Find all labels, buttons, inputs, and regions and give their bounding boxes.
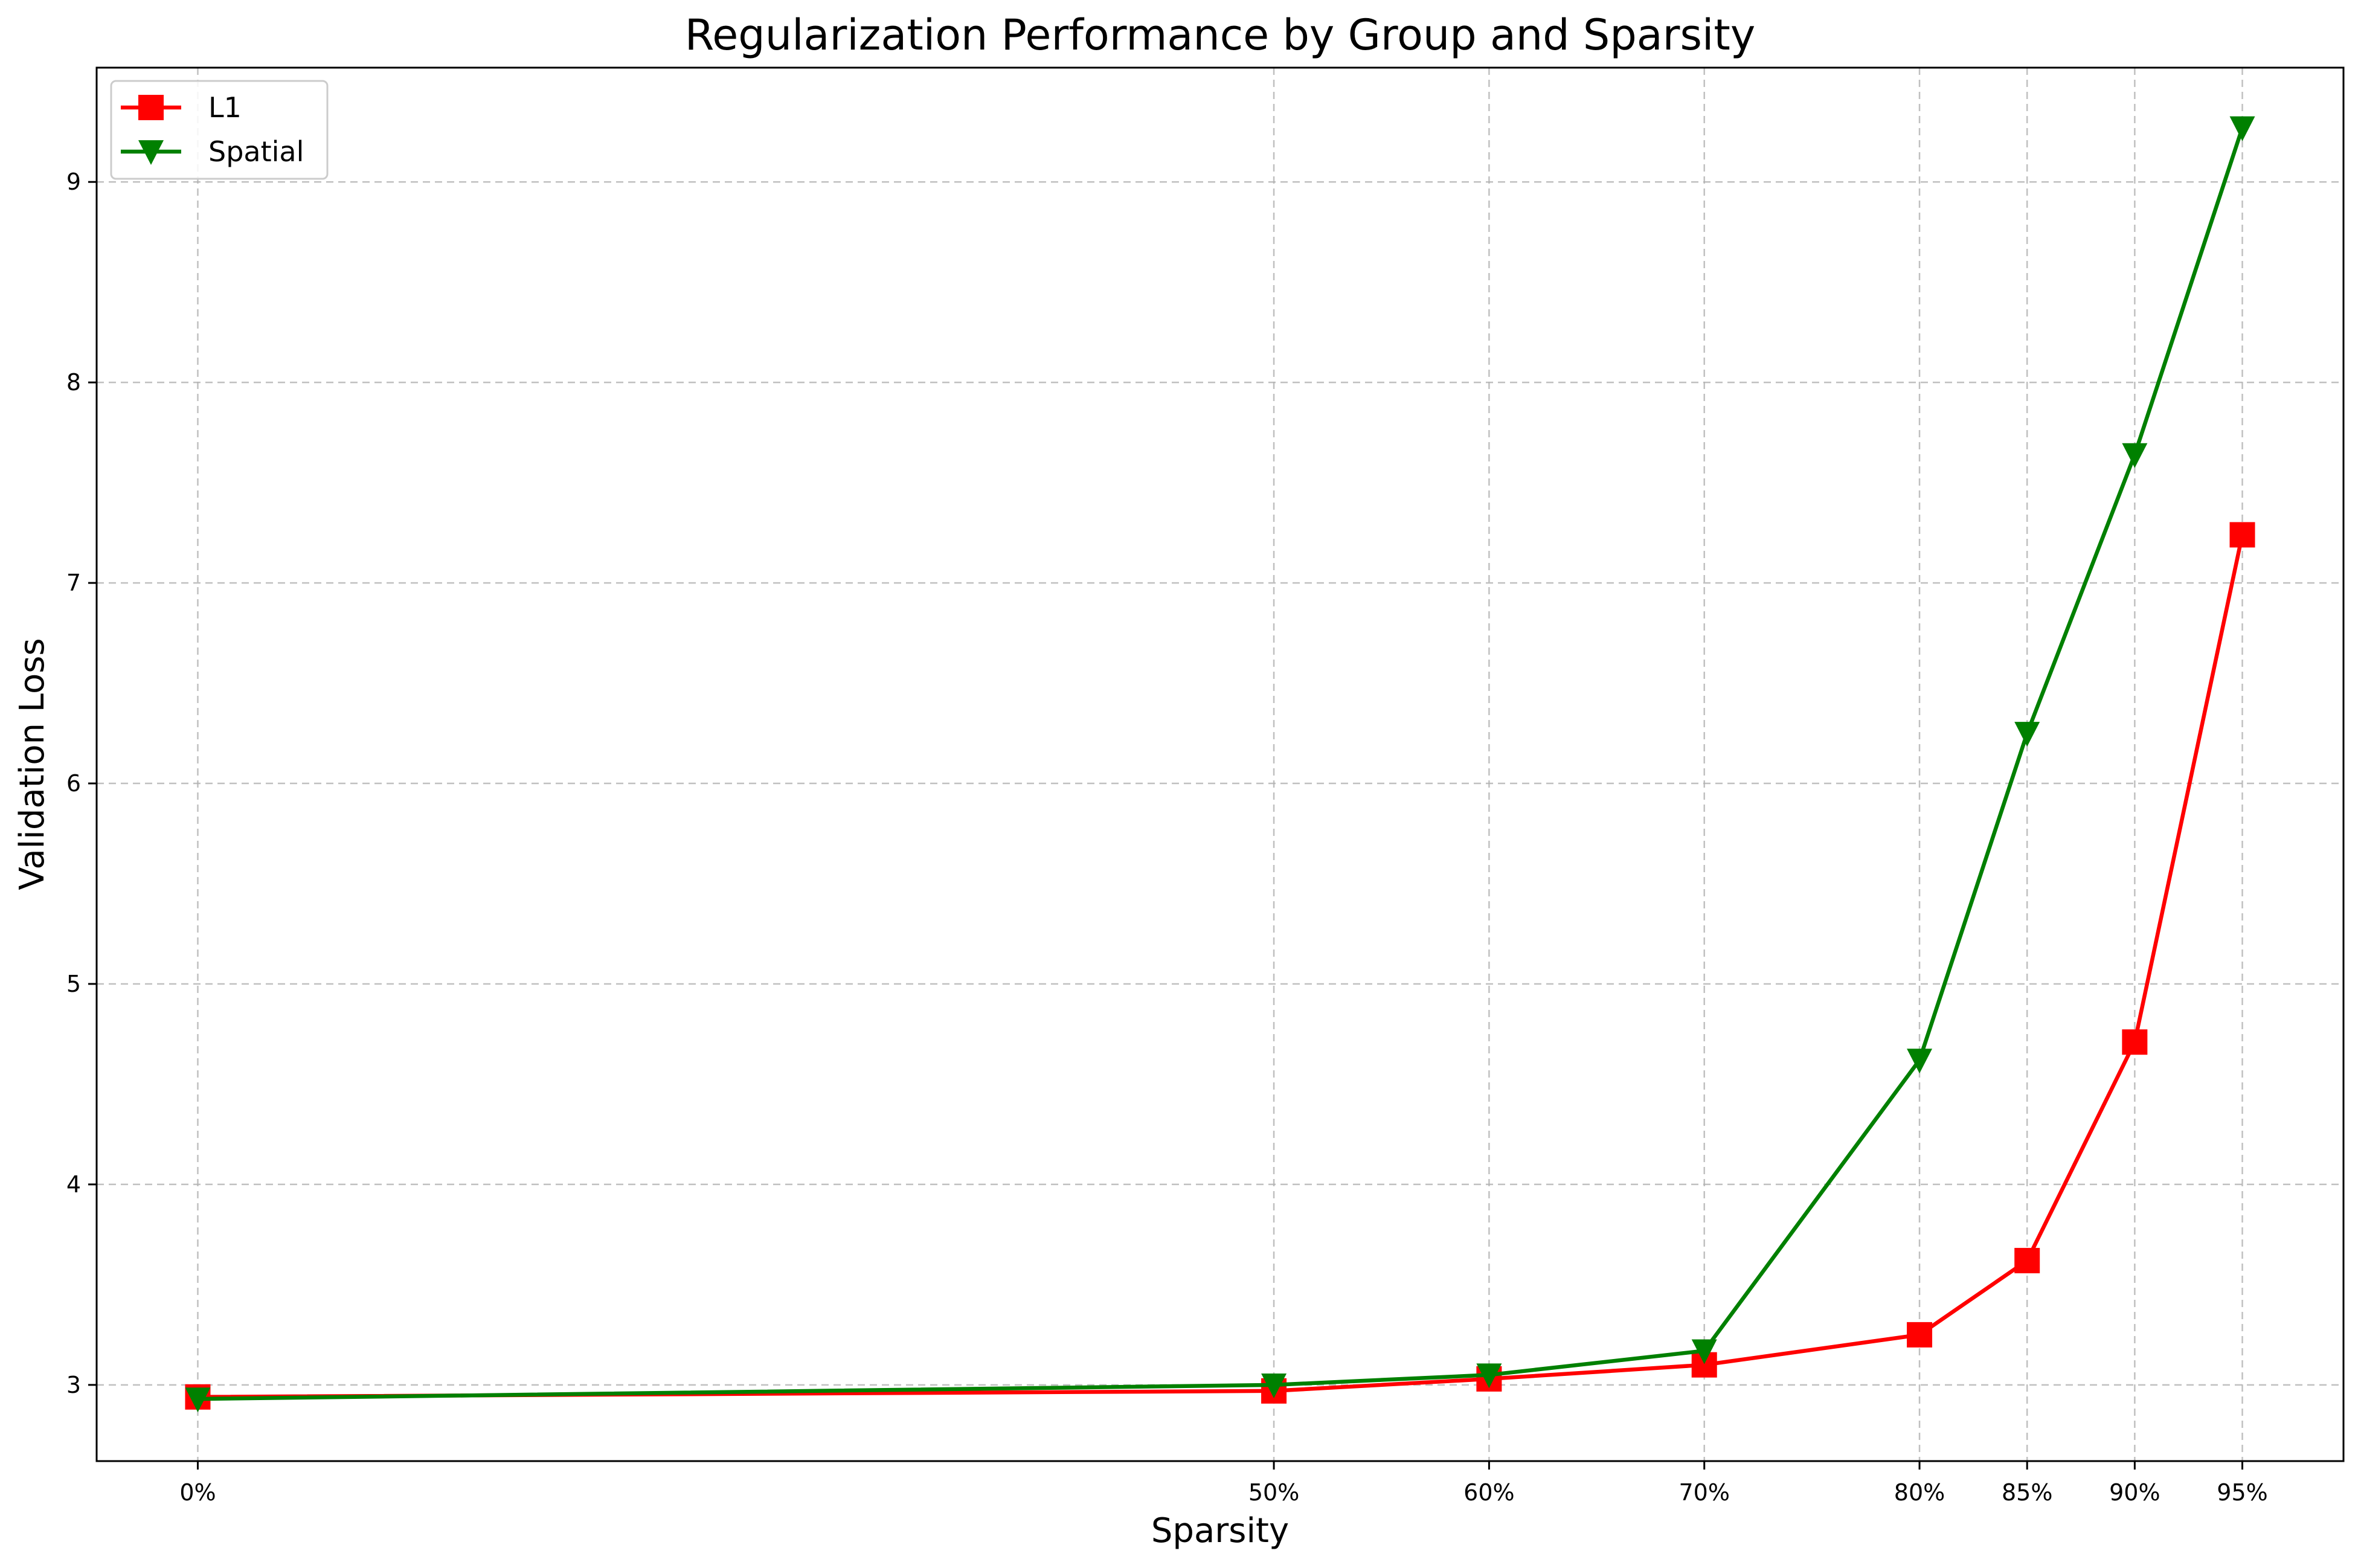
data-point-l1	[2014, 1248, 2040, 1274]
grid-lines	[97, 68, 2343, 1461]
x-tick-label: 70%	[1678, 1479, 1729, 1506]
y-tick-label: 6	[66, 770, 81, 797]
x-tick-label: 90%	[2109, 1479, 2160, 1506]
legend-label: Spatial	[208, 135, 304, 168]
data-point-l1	[1907, 1322, 1933, 1348]
y-tick-label: 8	[66, 369, 81, 396]
y-tick-label: 5	[66, 971, 81, 997]
x-tick-label: 60%	[1463, 1479, 1514, 1506]
legend-entries: L1 Spatial	[121, 91, 304, 168]
axis-ticks: 0% 50% 60% 70% 80% 85% 90% 95% 3 4 5 6 7 8 9	[66, 169, 2268, 1506]
x-tick-label: 95%	[2217, 1479, 2267, 1506]
legend-marker	[138, 95, 164, 120]
chart-title: Regularization Performance by Group and …	[685, 10, 1756, 60]
legend-entry-spatial: Spatial	[121, 135, 304, 168]
series-line-spatial	[198, 127, 2244, 1401]
data-point-spatial	[1261, 1373, 1287, 1398]
x-tick-label: 50%	[1248, 1479, 1299, 1506]
data-point-l1	[2122, 1029, 2148, 1055]
legend-box	[110, 80, 329, 180]
y-tick-label: 9	[66, 169, 81, 195]
x-axis-label: Sparsity	[1151, 1511, 1289, 1550]
y-tick-label: 4	[66, 1171, 81, 1198]
y-tick-label: 3	[66, 1372, 81, 1398]
y-tick-label: 7	[66, 570, 81, 596]
data-point-spatial	[2122, 443, 2148, 468]
series-spatial	[185, 116, 2255, 1413]
data-point-spatial	[1691, 1339, 1717, 1364]
legend-entry-l1: L1	[121, 91, 242, 124]
plot-frame	[95, 66, 2345, 1462]
x-tick-label: 85%	[2002, 1479, 2052, 1506]
legend-marker	[138, 140, 164, 165]
data-point-spatial	[1476, 1363, 1502, 1389]
y-axis-label: Validation Loss	[13, 638, 52, 890]
x-tick-label: 80%	[1894, 1479, 1945, 1506]
data-point-l1	[2229, 522, 2255, 548]
data-point-spatial	[2014, 722, 2040, 747]
legend: L1 Spatial	[110, 80, 329, 180]
data-point-spatial	[1907, 1049, 1933, 1074]
series-line-l1	[198, 534, 2244, 1399]
legend-label: L1	[208, 91, 242, 124]
x-tick-label: 0%	[179, 1479, 216, 1506]
series-layer	[185, 116, 2255, 1413]
data-point-spatial	[185, 1387, 211, 1413]
data-point-spatial	[2229, 116, 2255, 141]
